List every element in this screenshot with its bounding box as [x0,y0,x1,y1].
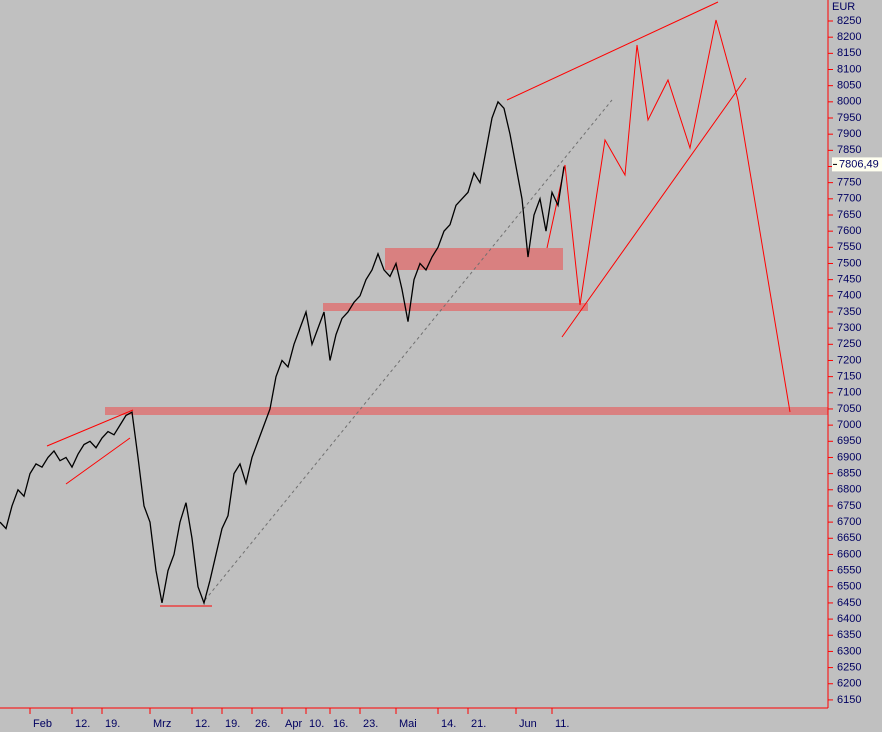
trend-line [561,77,747,338]
y-tick-label: 7450 [837,274,861,286]
x-tick-label: Mai [399,718,417,730]
y-tick-label: 6500 [837,581,861,593]
x-tick-label: 26. [255,718,270,730]
y-tick-label: 7250 [837,338,861,350]
x-tick-label: 10. [309,718,324,730]
y-tick-label: 7400 [837,290,861,302]
y-tick-label: 6550 [837,565,861,577]
y-tick-label: 8150 [837,47,861,59]
y-tick-label: 7600 [837,225,861,237]
y-tick-label: 7950 [837,112,861,124]
x-tick-label: 12. [195,718,210,730]
y-tick-label: 7150 [837,371,861,383]
x-tick-label: Jun [519,718,537,730]
y-tick-label: 6800 [837,484,861,496]
trend-line [65,437,131,485]
y-tick-label: 6150 [837,694,861,706]
last-price-box [832,157,882,172]
y-tick-label: 6700 [837,516,861,528]
x-tick-label: 19. [105,718,120,730]
y-tick-label: 6350 [837,629,861,641]
projection [546,19,791,413]
y-tick-label: 8100 [837,63,861,75]
y-tick-label: 7650 [837,209,861,221]
y-tick-label: 6850 [837,468,861,480]
x-tick-label: 21. [471,718,486,730]
y-tick-label: 7200 [837,354,861,366]
x-tick-label: Apr [285,718,302,730]
annotations [46,1,828,607]
y-tick-label: 7100 [837,387,861,399]
x-tick-label: 11. [555,718,569,730]
x-tick-label: 14. [441,718,456,730]
x-tick-label: 12. [75,718,90,730]
x-tick-label: Mrz [153,718,171,730]
y-tick-label: 6250 [837,661,861,673]
y-tick-label: 7050 [837,403,861,415]
y-tick-label: 8200 [837,31,861,43]
y-tick-label: 7550 [837,241,861,253]
x-tick-label: Feb [33,718,52,730]
y-tick-label: 6650 [837,532,861,544]
x-tick-label: 23. [363,718,378,730]
y-tick-label: 6450 [837,597,861,609]
y-tick-label: 6400 [837,613,861,625]
y-tick-label: 6600 [837,548,861,560]
x-tick-label: 19. [225,718,240,730]
currency-label: EUR [832,1,855,13]
y-tick-label: 8050 [837,80,861,92]
last-price-label: 7806,49 [839,158,879,170]
y-tick-label: 7500 [837,257,861,269]
y-tick-label: 7750 [837,177,861,189]
y-tick-label: 6300 [837,645,861,657]
support-zone [105,407,828,415]
y-tick-label: 6900 [837,451,861,463]
y-tick-label: 8000 [837,96,861,108]
y-tick-label: 8250 [837,15,861,27]
y-tick-label: 6750 [837,500,861,512]
y-tick-label: 7850 [837,144,861,156]
y-tick-label: 7000 [837,419,861,431]
trend-line [506,1,719,101]
trend-line [46,409,134,447]
y-tick-label: 7900 [837,128,861,140]
y-tick-label: 7300 [837,322,861,334]
y-tick-label: 6200 [837,678,861,690]
support-zone [385,248,563,270]
y-tick-label: 6950 [837,435,861,447]
y-tick-label: 7700 [837,193,861,205]
y-tick-label: 7350 [837,306,861,318]
price-line [0,100,565,606]
x-tick-label: 16. [333,718,348,730]
support-zone [323,303,588,311]
